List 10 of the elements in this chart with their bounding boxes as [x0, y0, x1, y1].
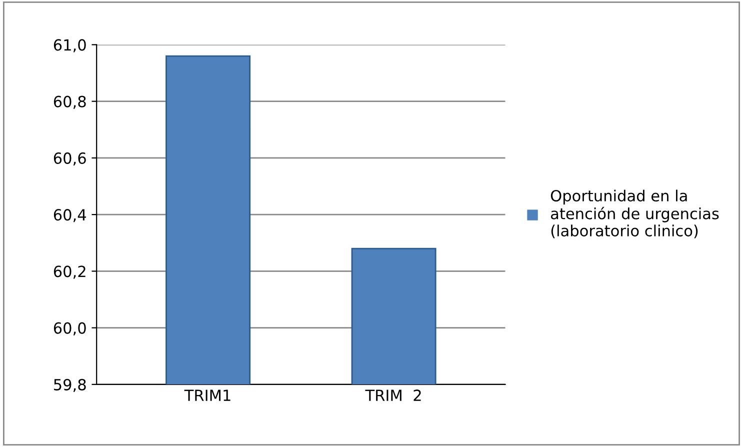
y-tick-label: 60,8 — [54, 96, 86, 109]
y-tick-label: 60,6 — [54, 152, 86, 166]
x-tick-label: TRIM1 — [184, 390, 230, 401]
y-tick-label: 60,4 — [54, 209, 86, 222]
y-tick-label: 59,8 — [54, 378, 86, 392]
y-tick-label: 61,0 — [54, 39, 86, 52]
y-tick-label: 60,0 — [54, 322, 86, 336]
y-tick-label: 60,2 — [54, 266, 86, 279]
legend-label: Oportunidad en la atención de urgencias (laboratorio clinico) — [550, 190, 719, 238]
x-tick-label: TRIM 2 — [365, 390, 421, 401]
